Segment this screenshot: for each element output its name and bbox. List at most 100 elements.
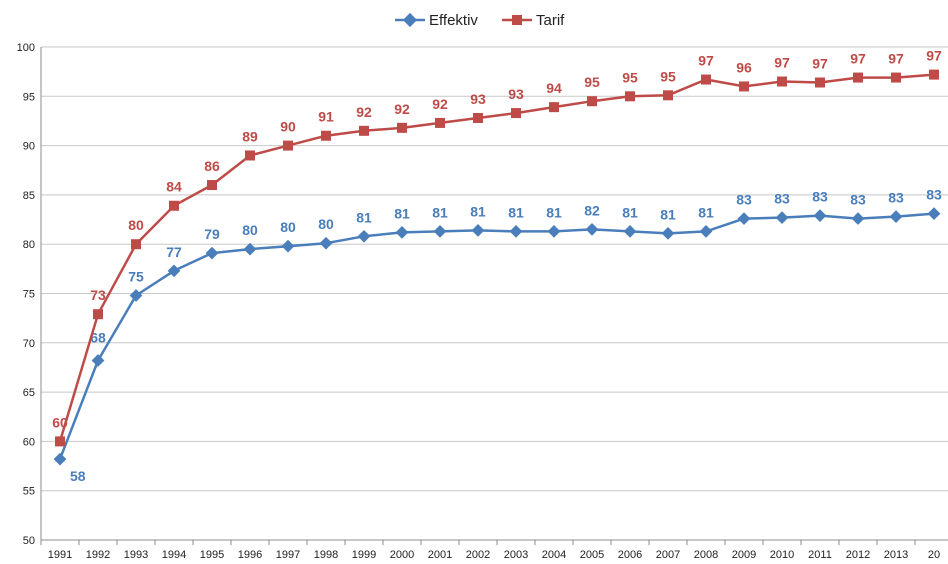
- data-point-effektiv: [433, 225, 447, 238]
- y-tick-label: 90: [23, 141, 35, 153]
- y-tick-label: 95: [23, 91, 35, 103]
- series-line-tarif: [58, 73, 935, 442]
- data-point-tarif: [397, 122, 407, 133]
- data-point-tarif: [131, 239, 141, 250]
- plot-area: 50 55 60 65 70 75 80 85 90 95 100 1991 1992 1993 1994 1…: [17, 42, 948, 561]
- x-tick-label: 2000: [390, 549, 414, 561]
- x-tick-label: 1995: [200, 549, 224, 561]
- data-point-tarif: [587, 96, 597, 107]
- data-label-tarif: 93: [470, 91, 486, 107]
- data-point-effektiv: [395, 226, 409, 239]
- data-label-tarif: 96: [736, 59, 752, 75]
- data-point-effektiv: [319, 236, 333, 250]
- data-label-tarif: 95: [622, 69, 638, 85]
- x-tick-label: 1992: [86, 549, 110, 561]
- x-tick-label: 1998: [314, 549, 338, 561]
- data-label-effektiv: 81: [660, 206, 676, 222]
- data-point-tarif: [663, 90, 673, 101]
- data-point-effektiv: [281, 239, 295, 253]
- data-point-effektiv: [623, 225, 637, 238]
- x-tick-label: 2002: [466, 549, 490, 561]
- data-label-tarif: 97: [698, 53, 714, 69]
- data-label-effektiv: 81: [356, 209, 372, 225]
- data-label-tarif: 92: [394, 101, 410, 117]
- data-label-effektiv: 75: [128, 268, 144, 284]
- data-point-effektiv: [91, 354, 105, 367]
- data-point-tarif: [169, 200, 179, 211]
- data-point-tarif: [777, 76, 787, 87]
- legend-marker-tarif: [512, 15, 522, 25]
- data-point-tarif: [55, 436, 65, 447]
- data-label-effektiv: 83: [888, 190, 904, 206]
- data-label-tarif: 89: [242, 128, 258, 144]
- data-label-effektiv: 83: [926, 187, 942, 203]
- data-label-effektiv: 83: [774, 191, 790, 207]
- data-point-effektiv: [585, 223, 599, 236]
- data-label-effektiv: 83: [850, 192, 866, 208]
- x-tick-label: 2005: [580, 549, 604, 561]
- series-line-effektiv: [58, 212, 935, 460]
- data-label-effektiv: 77: [166, 244, 182, 260]
- data-label-effektiv: 80: [318, 216, 334, 232]
- x-tick-label: 1996: [238, 549, 262, 561]
- data-label-effektiv: 80: [280, 219, 296, 235]
- data-point-effektiv: [471, 224, 485, 237]
- y-tick-label: 100: [17, 42, 35, 54]
- x-tick-label: 2009: [732, 549, 756, 561]
- data-label-effektiv: 80: [242, 222, 258, 238]
- data-point-tarif: [625, 91, 635, 102]
- legend-marker-effektiv: [402, 12, 418, 28]
- data-point-effektiv: [167, 264, 181, 278]
- data-point-tarif: [283, 140, 293, 151]
- x-tick-label: 2008: [694, 549, 718, 561]
- data-point-effektiv: [243, 242, 257, 256]
- data-label-tarif: 97: [850, 51, 866, 67]
- x-tick-label: 2012: [846, 549, 870, 561]
- data-label-tarif: 93: [508, 86, 524, 102]
- x-tick-label: 1999: [352, 549, 376, 561]
- data-point-effektiv: [889, 210, 903, 223]
- x-tick-label: 2003: [504, 549, 528, 561]
- data-point-effektiv: [775, 211, 789, 224]
- legend-item-effektiv: Effektiv: [395, 12, 478, 29]
- x-tick-label: 2007: [656, 549, 680, 561]
- x-tick-label: 1994: [162, 549, 186, 561]
- legend-item-tarif: Tarif: [502, 12, 565, 29]
- y-tick-label: 70: [23, 338, 35, 350]
- data-point-tarif: [929, 69, 939, 80]
- data-point-effektiv: [547, 225, 561, 238]
- x-tick-label: 2001: [428, 549, 452, 561]
- data-point-tarif: [359, 125, 369, 136]
- data-point-tarif: [321, 130, 331, 141]
- data-point-effektiv: [699, 225, 713, 238]
- data-point-tarif: [891, 72, 901, 83]
- data-label-tarif: 86: [204, 158, 220, 174]
- data-point-tarif: [853, 72, 863, 83]
- data-point-tarif: [549, 102, 559, 113]
- y-tick-label: 50: [23, 535, 35, 547]
- x-tick-label: 2013: [884, 549, 908, 561]
- data-label-effektiv: 79: [204, 226, 220, 242]
- legend-label-tarif: Tarif: [536, 12, 565, 29]
- x-tick-label: 1991: [48, 549, 72, 561]
- x-tick-label: 2006: [618, 549, 642, 561]
- x-tick-label: 2011: [808, 549, 832, 561]
- data-label-effektiv: 81: [622, 204, 638, 220]
- data-point-effektiv: [205, 246, 219, 260]
- data-label-effektiv: 83: [736, 192, 752, 208]
- data-point-tarif: [473, 112, 483, 123]
- legend-label-effektiv: Effektiv: [429, 12, 478, 29]
- data-point-tarif: [245, 150, 255, 161]
- data-label-effektiv: 58: [70, 468, 86, 484]
- data-label-tarif: 95: [584, 74, 600, 90]
- data-label-tarif: 90: [280, 119, 296, 135]
- data-label-effektiv: 81: [698, 204, 714, 220]
- data-label-tarif: 60: [52, 414, 68, 430]
- x-tick-label: 1997: [276, 549, 300, 561]
- data-point-effektiv: [129, 289, 143, 302]
- data-point-tarif: [511, 108, 521, 119]
- data-point-tarif: [435, 117, 445, 128]
- y-tick-label: 85: [23, 190, 35, 202]
- data-label-effektiv: 82: [584, 202, 600, 218]
